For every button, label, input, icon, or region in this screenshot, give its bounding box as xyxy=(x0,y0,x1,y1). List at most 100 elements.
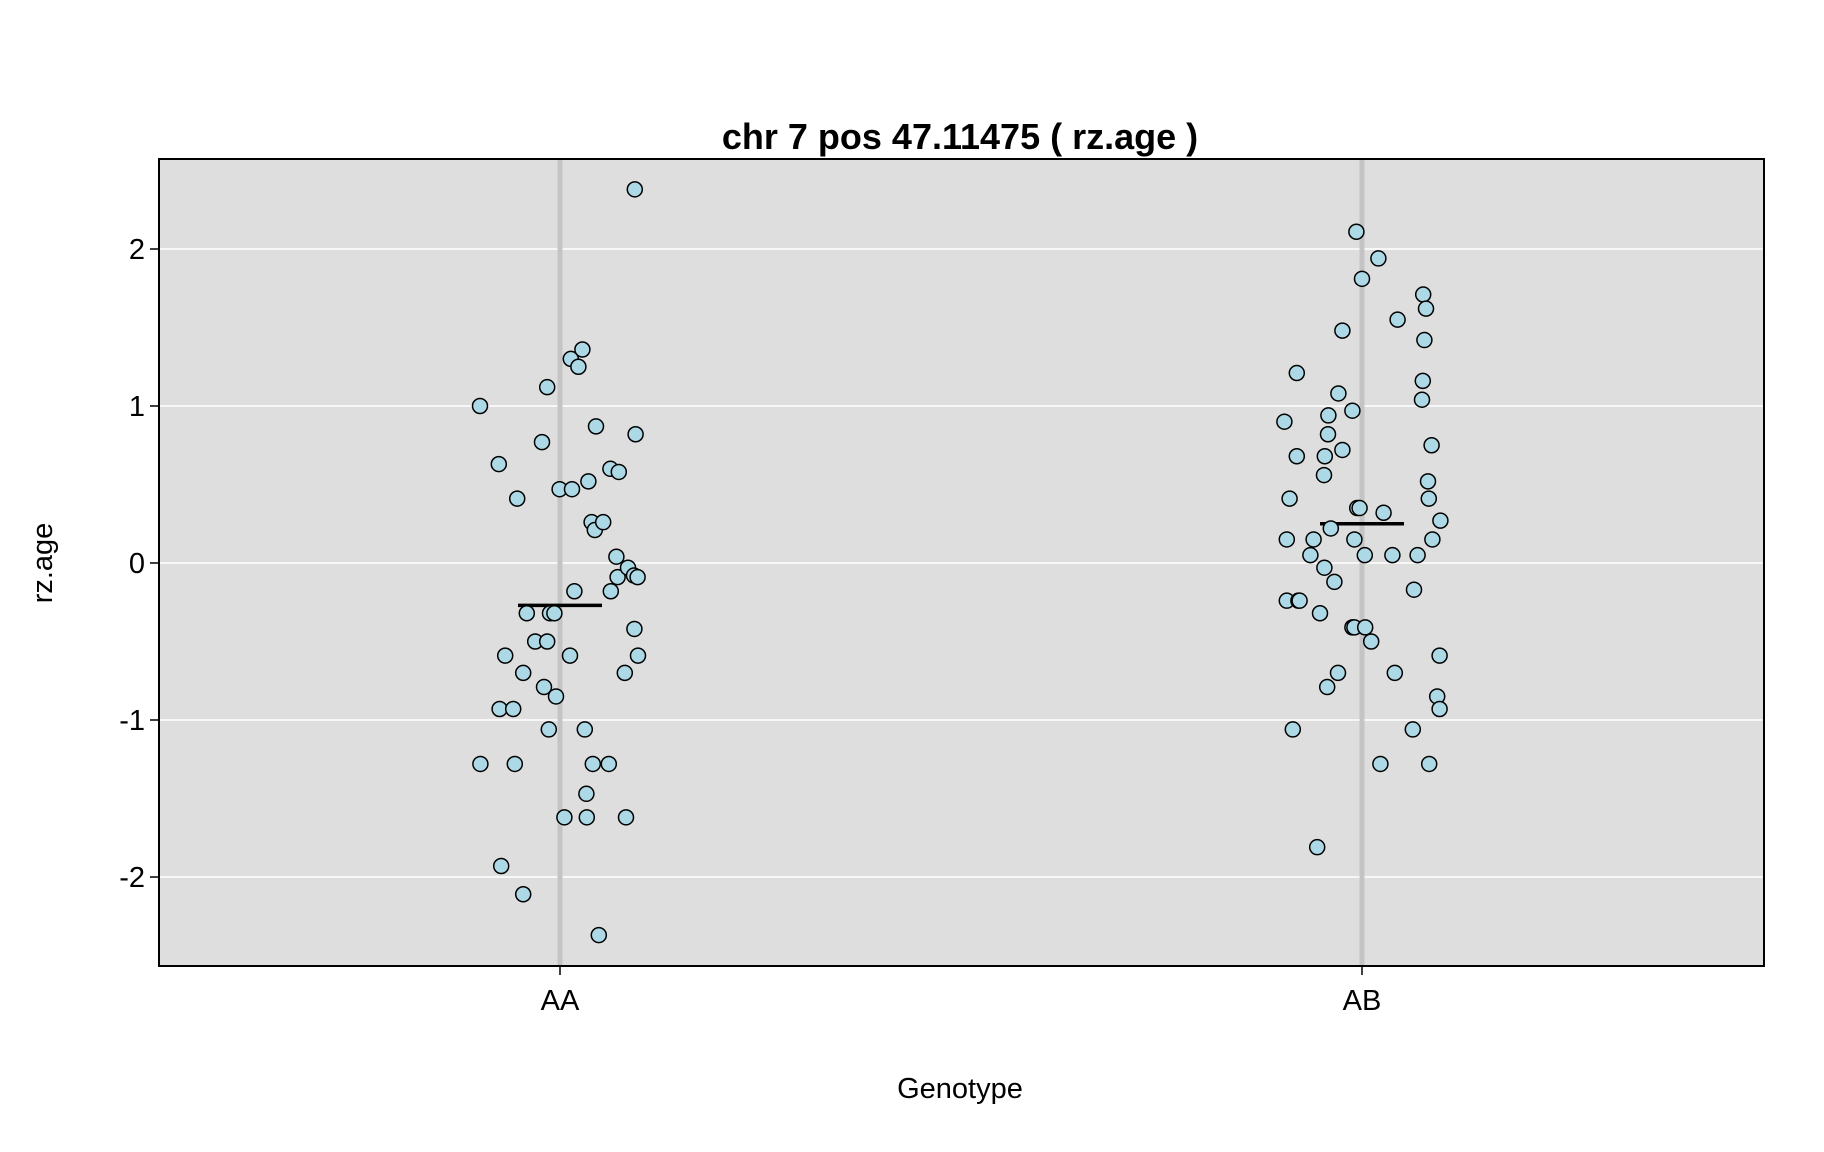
data-point xyxy=(602,583,620,600)
data-point xyxy=(1389,311,1406,328)
data-point xyxy=(1353,270,1371,288)
data-point xyxy=(1344,402,1361,419)
data-point xyxy=(538,378,556,396)
y-tick-label: 2 xyxy=(129,234,145,266)
data-point xyxy=(610,463,628,481)
data-point xyxy=(1414,286,1432,303)
data-point xyxy=(1315,466,1333,484)
data-point xyxy=(514,886,532,903)
data-point xyxy=(491,700,508,718)
data-point xyxy=(492,857,510,875)
x-axis-ticks: AA AB xyxy=(541,966,1382,1017)
data-point xyxy=(471,397,489,415)
data-point xyxy=(506,755,524,773)
data-points xyxy=(471,181,1449,944)
data-point xyxy=(508,490,526,507)
data-point xyxy=(629,647,647,664)
data-point xyxy=(1291,592,1308,609)
data-point xyxy=(540,721,558,738)
data-point xyxy=(1284,721,1302,738)
data-point xyxy=(1362,633,1380,650)
data-point xyxy=(1308,838,1326,856)
data-point xyxy=(1318,678,1336,696)
data-point xyxy=(570,358,587,375)
data-point xyxy=(566,583,583,600)
data-point xyxy=(546,604,563,622)
data-point xyxy=(1320,407,1337,424)
y-tick-label: -1 xyxy=(119,705,145,737)
data-point xyxy=(1413,391,1431,408)
data-point xyxy=(1375,504,1392,522)
data-point xyxy=(1334,322,1351,339)
data-point xyxy=(1351,499,1368,517)
data-point xyxy=(1423,437,1440,454)
data-point xyxy=(594,513,612,531)
data-point xyxy=(1330,385,1347,402)
data-point xyxy=(1316,559,1333,576)
data-point xyxy=(561,647,579,664)
data-point xyxy=(629,568,646,586)
y-axis-ticks: -2 -1 0 1 2 xyxy=(119,234,159,894)
data-point xyxy=(1404,721,1422,738)
data-point xyxy=(587,418,605,435)
data-point xyxy=(1305,531,1322,548)
data-point xyxy=(1432,512,1449,529)
data-point xyxy=(626,620,643,638)
data-point xyxy=(1288,447,1306,465)
data-point xyxy=(1386,664,1404,682)
data-point xyxy=(1334,441,1351,459)
data-point xyxy=(1281,490,1298,507)
data-point xyxy=(1316,447,1334,465)
data-point xyxy=(609,568,626,586)
data-point xyxy=(1302,546,1319,564)
data-point xyxy=(1414,372,1432,390)
data-point xyxy=(1276,413,1293,430)
data-point xyxy=(504,700,522,718)
data-point xyxy=(563,480,581,498)
data-point xyxy=(578,809,596,826)
data-point xyxy=(1384,546,1401,564)
data-point xyxy=(1322,520,1340,537)
data-point xyxy=(600,755,618,773)
data-point xyxy=(590,926,608,944)
y-tick-label: 0 xyxy=(129,548,145,580)
data-point xyxy=(1311,604,1329,622)
data-point xyxy=(627,426,644,443)
data-point xyxy=(1424,531,1441,548)
data-point xyxy=(538,633,556,650)
x-tick-label: AA xyxy=(541,985,580,1017)
y-tick-label: 1 xyxy=(129,391,145,423)
data-point xyxy=(547,688,565,705)
data-point xyxy=(616,664,634,682)
data-point xyxy=(1420,490,1438,507)
data-point xyxy=(518,604,536,622)
data-point xyxy=(533,433,551,451)
data-point xyxy=(1405,581,1423,598)
data-point xyxy=(1417,300,1435,317)
x-tick-label: AB xyxy=(1343,985,1382,1017)
data-point xyxy=(1348,223,1365,240)
data-point xyxy=(626,181,644,198)
data-point xyxy=(1326,573,1343,591)
y-tick-label: -2 xyxy=(119,862,145,894)
data-point xyxy=(1356,546,1374,564)
data-point xyxy=(535,678,553,696)
data-point xyxy=(490,455,508,473)
data-point xyxy=(472,755,489,773)
data-point xyxy=(1278,531,1296,548)
data-point xyxy=(1356,619,1374,636)
data-point xyxy=(1416,331,1433,349)
data-point xyxy=(556,809,573,826)
y-axis-label: rz.age xyxy=(27,523,59,604)
data-point xyxy=(578,785,595,803)
data-point xyxy=(514,664,532,682)
data-point xyxy=(1288,364,1306,382)
data-point xyxy=(1319,426,1337,443)
data-point xyxy=(1431,647,1448,664)
data-point xyxy=(496,647,514,664)
data-point xyxy=(1420,755,1438,773)
data-point xyxy=(576,721,594,738)
data-point xyxy=(1370,250,1387,267)
data-point xyxy=(1346,531,1363,548)
